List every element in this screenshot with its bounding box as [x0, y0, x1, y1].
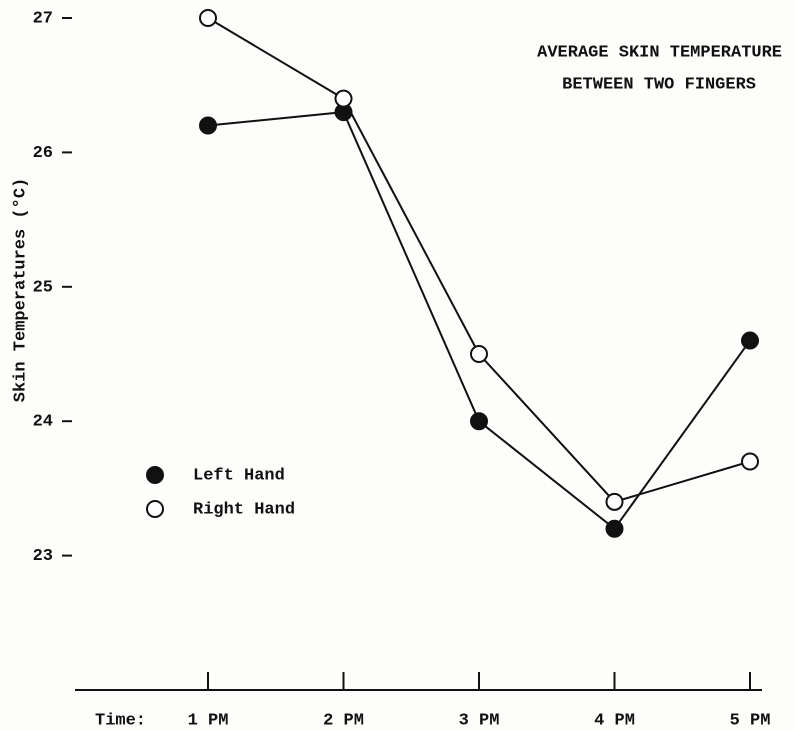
data-point — [334, 89, 353, 108]
legend-label: Right Hand — [193, 500, 295, 519]
chart-title: AVERAGE SKIN TEMPERATURE — [537, 43, 782, 62]
x-tick-label: 3 PM — [459, 711, 500, 730]
data-point — [605, 519, 624, 538]
data-point — [470, 412, 488, 431]
y-tick-label: 25 — [33, 278, 53, 297]
data-point — [199, 9, 217, 27]
x-axis-label: Time: — [95, 711, 146, 730]
x-tick-label: 5 PM — [730, 711, 771, 730]
legend-marker — [146, 466, 164, 484]
data-point — [470, 345, 488, 363]
data-point — [741, 331, 759, 350]
series-line — [207, 111, 751, 531]
y-tick-label: 23 — [33, 547, 53, 566]
data-point — [199, 116, 217, 135]
y-axis-label: Skin Temperatures (°C) — [11, 178, 30, 402]
legend-label: Left Hand — [193, 466, 285, 485]
data-point — [741, 452, 759, 471]
data-point — [605, 492, 624, 511]
y-tick-label: 26 — [33, 144, 53, 163]
x-tick-label: 4 PM — [594, 711, 635, 730]
x-tick-label: 2 PM — [323, 711, 364, 730]
y-tick-label: 27 — [33, 9, 53, 28]
legend-marker — [146, 500, 164, 518]
x-tick-label: 1 PM — [188, 711, 229, 730]
y-tick-label: 24 — [33, 413, 53, 432]
chart-title: BETWEEN TWO FINGERS — [562, 75, 756, 94]
